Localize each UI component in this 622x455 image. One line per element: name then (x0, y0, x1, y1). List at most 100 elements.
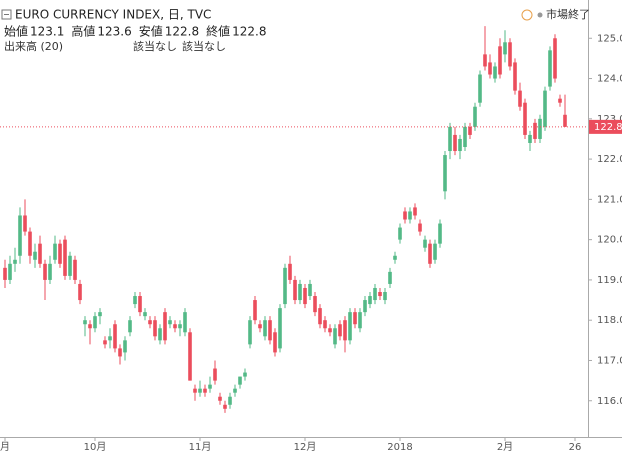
candle-body (223, 404, 227, 409)
ohlc-label: 終値 (206, 24, 230, 39)
x-tick-label: 11月 (189, 441, 212, 453)
candle-body (98, 312, 102, 317)
candle-body (553, 38, 557, 79)
candle-body (323, 320, 327, 329)
candle-body (128, 320, 132, 333)
candle-body (88, 324, 92, 329)
candle-body (363, 300, 367, 313)
candle-body (403, 211, 407, 220)
candle-body (378, 292, 382, 297)
candle-body (118, 348, 122, 357)
candle-body (558, 98, 562, 103)
x-tick-label: 10月 (84, 441, 107, 453)
candle-body (258, 324, 262, 329)
candle-body (208, 384, 212, 389)
chart-title: EURO CURRENCY INDEX, 日, TVC (15, 8, 211, 22)
ohlc-label: 始値 (4, 24, 28, 39)
candle-body (53, 243, 57, 260)
y-tick-label: 121.0 (597, 194, 622, 205)
x-tick-label: 月 (0, 441, 10, 453)
candle-body (388, 271, 392, 284)
candle-body (248, 320, 252, 345)
candle-body (93, 316, 97, 329)
candle-body (33, 251, 37, 260)
candle-body (78, 283, 82, 301)
candle-body (203, 388, 207, 393)
x-tick-label: 26 (569, 442, 582, 453)
candle-body (63, 239, 67, 276)
candle-body (393, 255, 397, 260)
candle-body (398, 227, 402, 240)
candle-body (233, 388, 237, 393)
candle-body (518, 90, 522, 107)
candle-body (3, 267, 7, 280)
candle-body (438, 223, 442, 244)
candle-body (293, 279, 297, 301)
candle-body (123, 340, 127, 353)
ohlc-value: 123.1 (30, 25, 64, 39)
candle-body (143, 312, 147, 317)
candle-body (298, 283, 302, 301)
candle-body (373, 287, 377, 301)
status-icon (521, 9, 533, 21)
y-tick-label: 119.0 (597, 275, 622, 286)
y-tick-label: 118.0 (597, 315, 622, 326)
candle-body (488, 62, 492, 75)
candle-body (243, 372, 247, 377)
candle-body (268, 320, 272, 341)
candle-body (28, 231, 32, 256)
candle-body (498, 46, 502, 75)
candle-body (448, 126, 452, 152)
candle-body (328, 328, 332, 333)
candle-body (443, 155, 447, 192)
candle-body (563, 114, 567, 127)
candle-body (513, 62, 517, 91)
candle-body (453, 134, 457, 152)
candle-body (198, 388, 202, 393)
candle-body (23, 215, 27, 232)
candle-body (463, 126, 467, 148)
x-tick-label: 12月 (294, 441, 317, 453)
volume-value: 該当なし (182, 39, 226, 53)
candle-body (183, 312, 187, 333)
candle-body (503, 42, 507, 55)
candle-body (533, 122, 537, 139)
candle-body (108, 336, 112, 341)
y-tick-label: 120.0 (597, 235, 622, 246)
y-tick-label: 116.0 (597, 396, 622, 407)
collapse-icon[interactable] (1, 9, 12, 20)
ohlc-value: 122.8 (165, 25, 199, 39)
candle-body (58, 243, 62, 264)
candle-body (253, 300, 257, 321)
candle-body (148, 320, 152, 325)
candle-body (368, 296, 372, 305)
candle-body (308, 283, 312, 297)
candle-body (418, 223, 422, 232)
candle-body (288, 263, 292, 280)
candle-body (483, 54, 487, 67)
candle-body (358, 312, 362, 329)
candle-body (8, 263, 12, 280)
candle-body (193, 388, 197, 393)
candle-body (213, 368, 217, 381)
candle-body (153, 320, 157, 337)
candle-body (338, 324, 342, 337)
candle-body (238, 376, 242, 385)
candle-body (423, 239, 427, 248)
candle-body (278, 308, 282, 349)
ohlc-label: 安値 (139, 24, 163, 39)
market-status: 市場終了 (546, 7, 590, 21)
candle-body (548, 50, 552, 87)
candle-body (178, 324, 182, 329)
y-tick-label: 125.0 (597, 33, 622, 44)
candle-body (433, 243, 437, 260)
candle-body (263, 320, 267, 337)
candle-body (458, 138, 462, 152)
candle-body (273, 332, 277, 353)
candle-body (543, 90, 547, 127)
candle-body (73, 259, 77, 280)
x-tick-label: 2月 (497, 441, 513, 453)
ohlc-label: 高値 (71, 24, 95, 39)
candle-body (413, 207, 417, 216)
candle-body (18, 215, 22, 256)
